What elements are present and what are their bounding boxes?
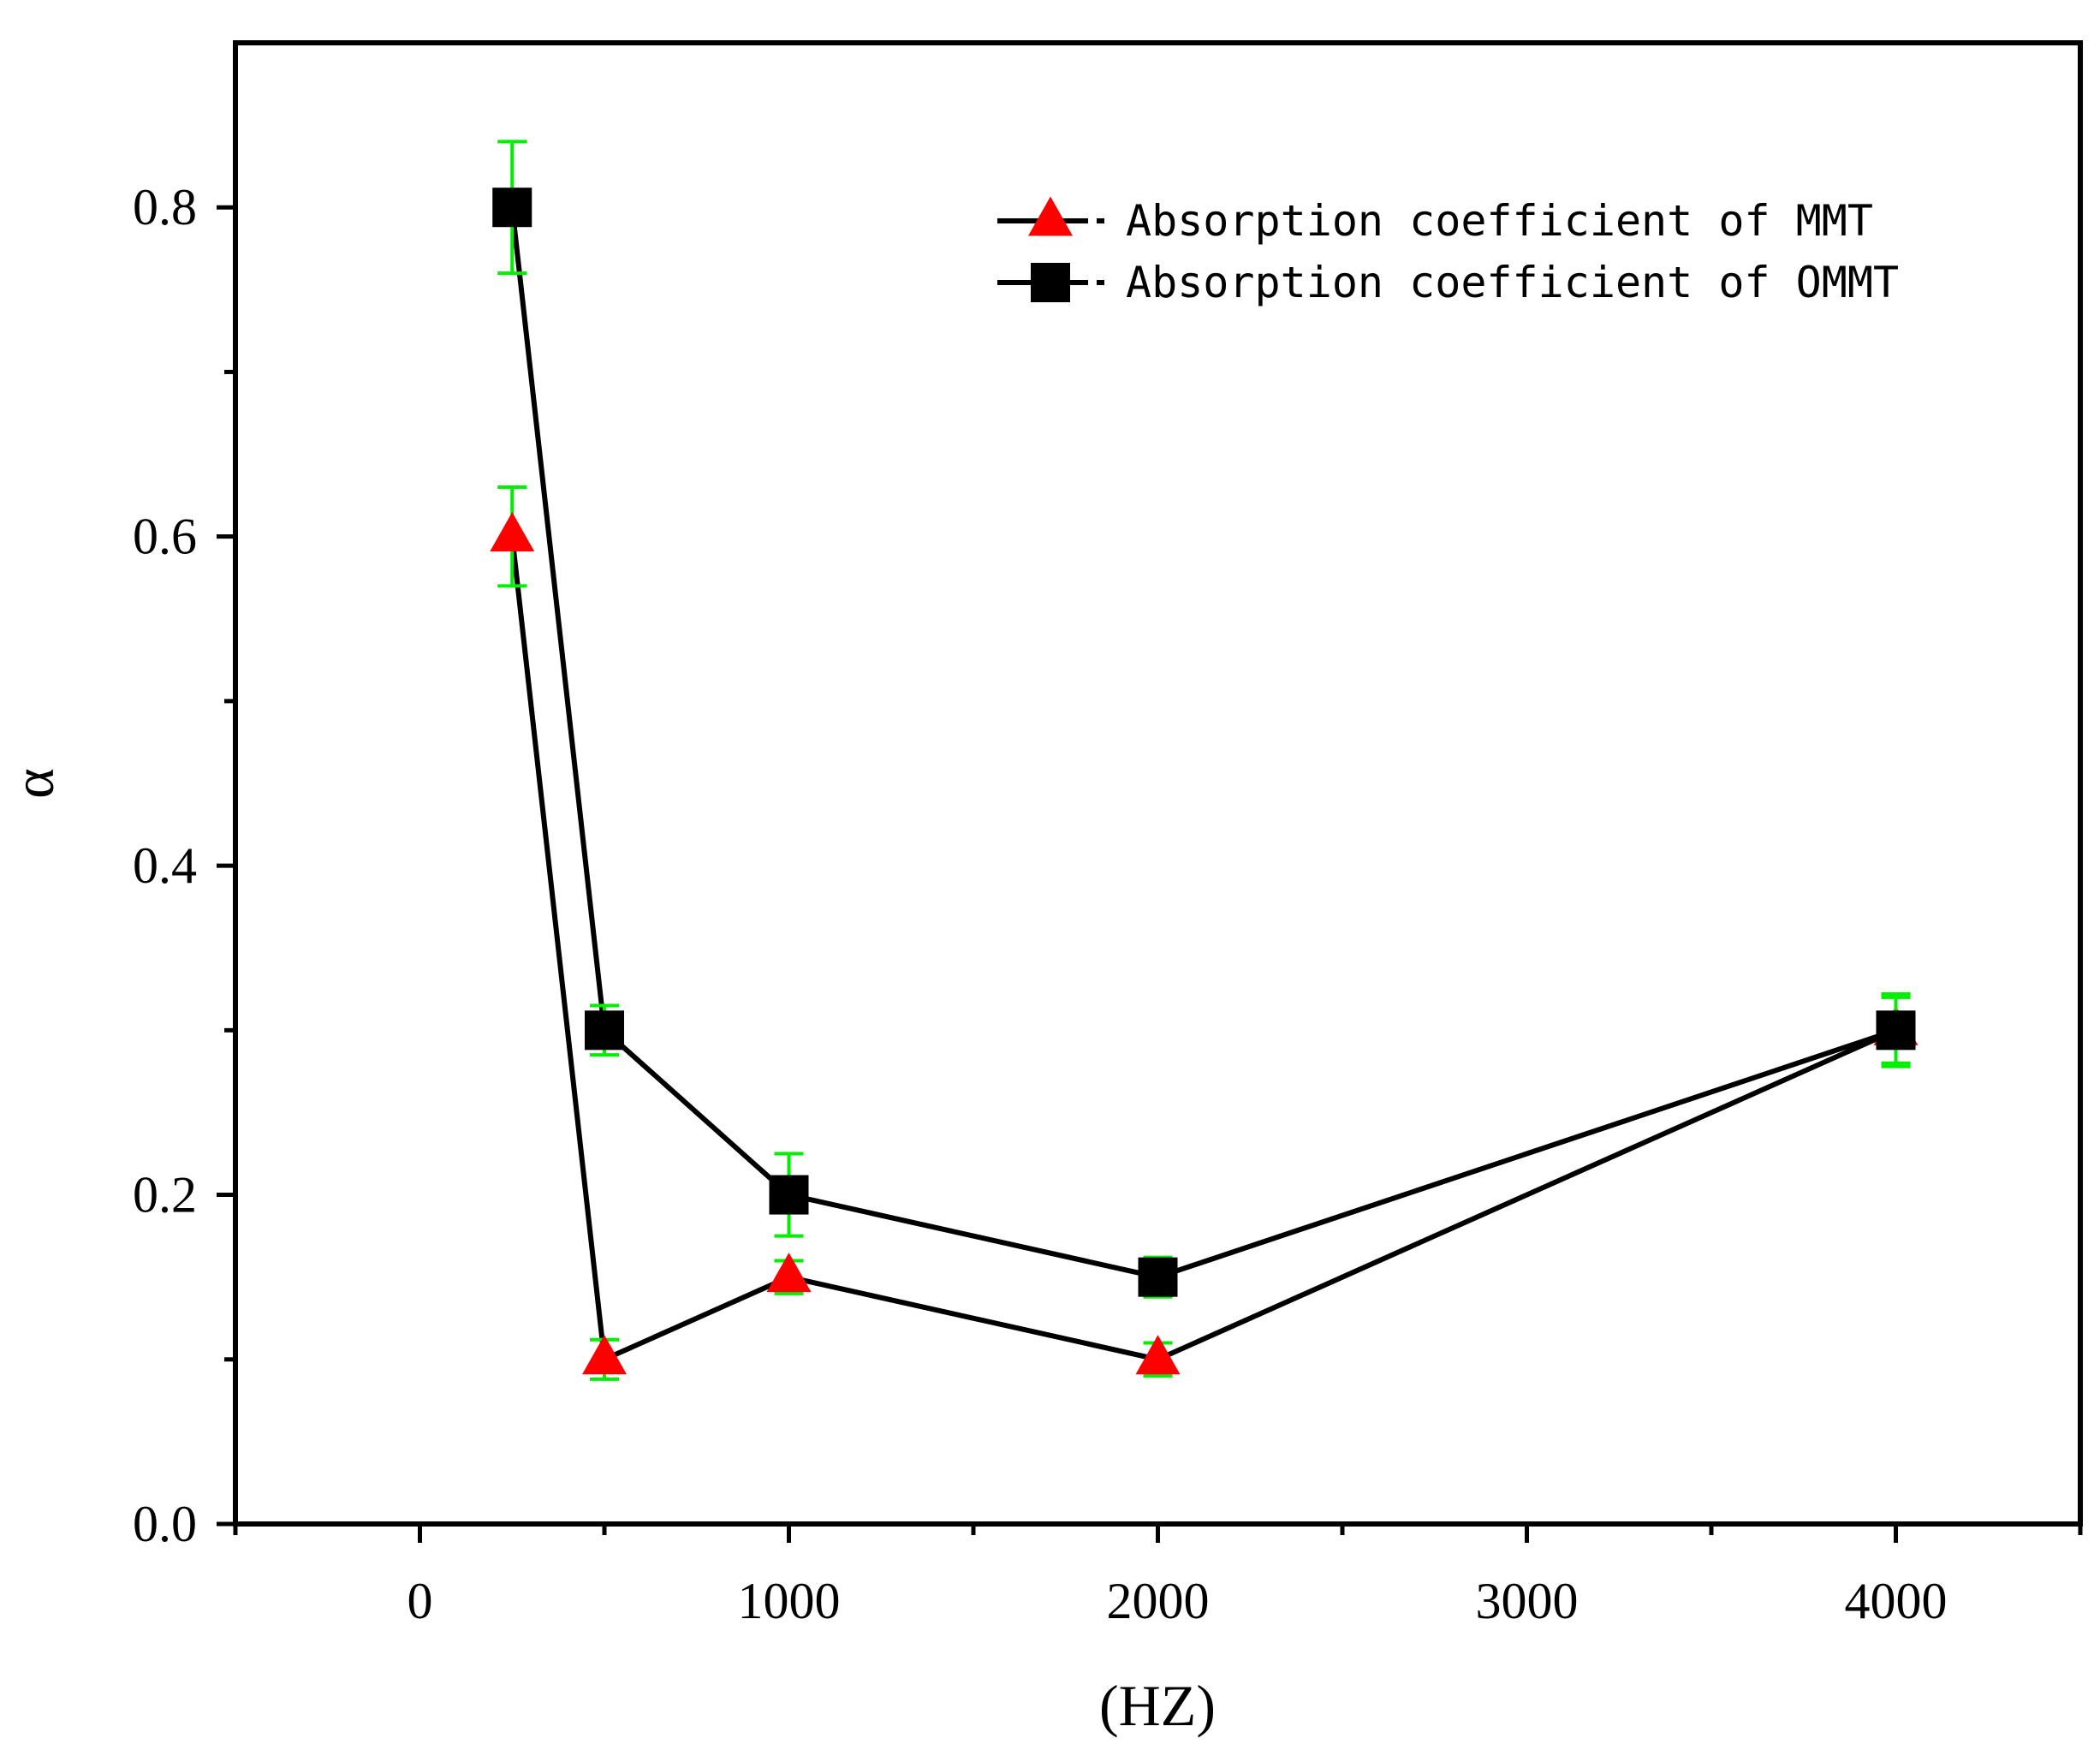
data-point-square [769,1175,809,1215]
series-1 [490,485,1919,1381]
x-tick-label: 4000 [1845,1573,1948,1629]
data-point-triangle [490,512,535,552]
legend-item: Absorption coefficient of MMT [997,196,1873,246]
legend: Absorption coefficient of MMT Absorption … [997,196,1899,307]
y-axis-title: α [1,768,66,799]
y-tick-label: 0.8 [133,179,197,235]
x-tick-label: 0 [408,1573,433,1629]
series-2 [492,140,1916,1299]
legend-item: Absorption coefficient of OMMT [997,258,1899,307]
y-tick-label: 0.4 [133,837,197,894]
y-axis-ticks: 0.0 0.2 0.4 0.6 0.8 [133,179,235,1552]
data-point-triangle [1135,1335,1181,1375]
x-tick-label: 1000 [738,1573,841,1629]
legend-marker-triangle [1028,196,1073,236]
series-layer [490,140,1919,1381]
data-point-square [1876,1010,1916,1051]
y-tick-label: 0.2 [133,1167,197,1223]
series-line [509,536,1897,1362]
x-axis-title: (HZ) [1099,1673,1216,1738]
data-point-square [1138,1257,1178,1297]
x-axis-ticks: 0 1000 2000 3000 4000 [233,1524,2083,1629]
y-tick-label: 0.0 [133,1496,197,1552]
x-tick-label: 2000 [1107,1573,1210,1629]
legend-label: Absorption coefficient of OMMT [1126,258,1899,307]
data-point-square [492,188,532,228]
data-point-triangle [582,1335,627,1375]
data-point-square [585,1010,624,1051]
x-tick-label: 3000 [1476,1573,1579,1629]
series-line [509,206,1897,1280]
data-point-triangle [766,1253,812,1293]
legend-marker-square [1031,263,1070,302]
y-tick-label: 0.6 [133,509,197,565]
legend-label: Absorption coefficient of MMT [1126,196,1873,246]
